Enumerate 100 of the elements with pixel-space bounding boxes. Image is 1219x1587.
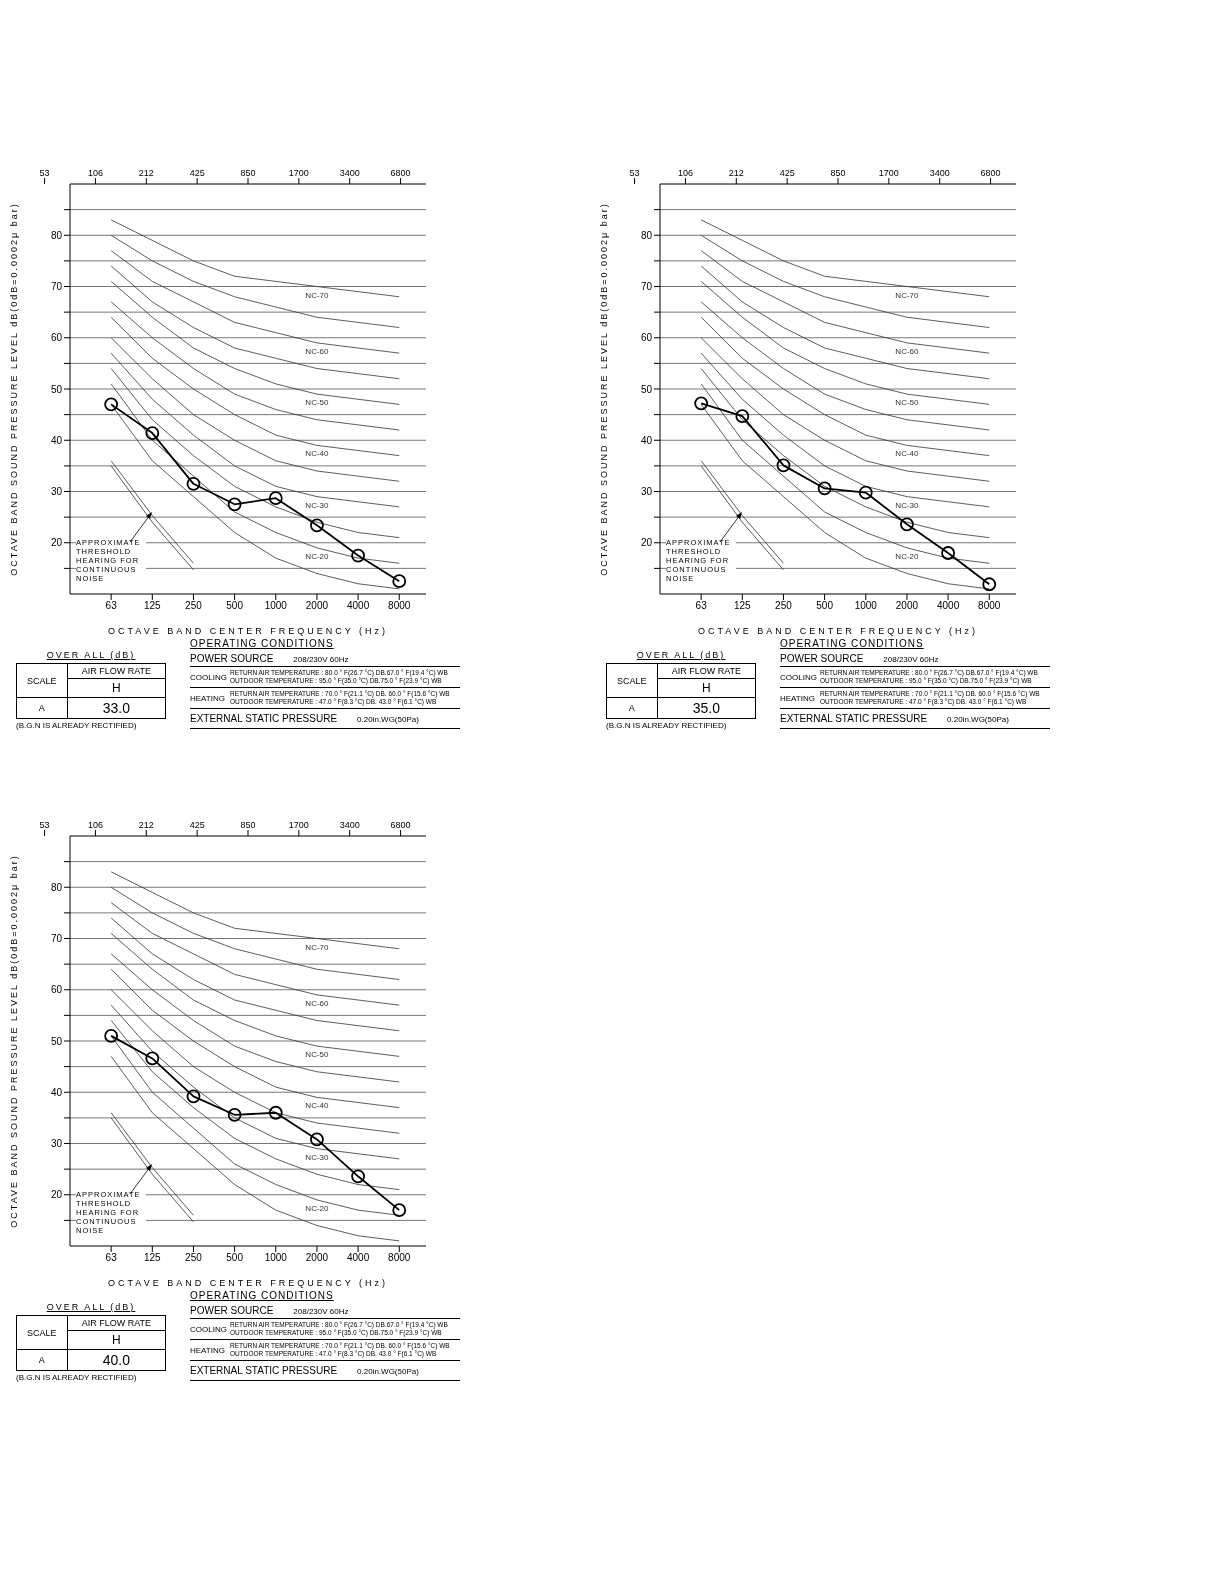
- x-tick-label: 63: [695, 600, 708, 612]
- text: OPERATING CONDITIONS: [780, 638, 925, 649]
- text: 40.0: [67, 1349, 166, 1371]
- line-series: [110, 301, 400, 431]
- series-label: NC-50: [305, 1050, 330, 1060]
- x-tick-label: 63: [105, 1252, 118, 1264]
- text: 53: [39, 820, 50, 830]
- line-series: [700, 352, 990, 508]
- series-label: NC-70: [305, 290, 330, 300]
- series-label: NC-30: [305, 1152, 330, 1162]
- series-label: NC-20: [895, 551, 920, 561]
- x-tick-label: 8000: [388, 1252, 411, 1264]
- text: 850: [240, 820, 256, 830]
- point: [694, 396, 709, 411]
- line-series: [700, 219, 990, 298]
- x-tick-label: 63: [105, 600, 118, 612]
- point: [351, 548, 365, 563]
- line-series: [700, 368, 990, 539]
- point: [227, 497, 242, 512]
- x-tick-label: 1000: [264, 600, 288, 612]
- series-label: NC-40: [895, 449, 920, 459]
- text: POWER SOURCE: [780, 653, 864, 664]
- line-series: [110, 316, 400, 457]
- point: [817, 481, 832, 496]
- series-label: NC-50: [895, 398, 920, 408]
- text: (B.G.N IS ALREADY RECTIFIED): [16, 1373, 138, 1382]
- x-tick-label: 8000: [388, 600, 411, 612]
- line-series: [110, 280, 400, 405]
- y-tick-label: 50: [640, 383, 653, 395]
- line-series: [110, 265, 400, 380]
- y-tick-label: 20: [50, 537, 63, 549]
- text: 212: [138, 168, 154, 178]
- y-axis-title: OCTAVE BAND SOUND PRESSURE LEVEL dB(0dB=0.0002μ bar): [9, 202, 20, 576]
- text: COOLING: [780, 672, 818, 682]
- x-tick-label: 500: [226, 600, 244, 612]
- point: [392, 574, 407, 589]
- y-tick-label: 30: [50, 486, 63, 498]
- y-tick-label: 80: [50, 881, 63, 893]
- x-tick-label: 2000: [305, 1252, 329, 1264]
- line-series: [110, 352, 400, 508]
- text: (B.G.N IS ALREADY RECTIFIED): [606, 721, 728, 730]
- text: POWER SOURCE: [190, 653, 274, 664]
- text: AIR FLOW RATE: [657, 663, 756, 679]
- text: H: [67, 1330, 166, 1350]
- text: 850: [240, 168, 256, 178]
- line-series: [700, 280, 990, 405]
- series-label: NC-40: [305, 1101, 330, 1111]
- line-series: [700, 337, 990, 482]
- line-series: [110, 234, 400, 328]
- text: 425: [189, 820, 205, 830]
- text: 1700: [878, 168, 899, 178]
- x-tick-label: 500: [816, 600, 834, 612]
- series-label: NC-30: [305, 500, 330, 510]
- text: 0.20in.WG(50Pa): [357, 1367, 419, 1376]
- text: 1700: [288, 168, 309, 178]
- line-series: [110, 932, 400, 1057]
- point: [104, 1028, 119, 1043]
- text: 33.0: [67, 697, 166, 719]
- text: COOLING: [190, 672, 228, 682]
- y-axis-title: OCTAVE BAND SOUND PRESSURE LEVEL dB(0dB=0.0002μ bar): [9, 854, 20, 1228]
- line-series: [700, 301, 990, 431]
- text: SCALE: [16, 663, 68, 698]
- text: HEATING: [190, 693, 226, 703]
- y-tick-label: 40: [50, 434, 63, 446]
- x-axis-title: OCTAVE BAND CENTER FREQUENCY (Hz): [107, 626, 389, 636]
- text: 106: [87, 820, 103, 830]
- point: [982, 577, 997, 592]
- text: A: [16, 1349, 68, 1371]
- series-label: NC-70: [305, 942, 330, 952]
- point: [268, 491, 283, 506]
- text: 53: [629, 168, 640, 178]
- y-tick-label: 60: [50, 984, 63, 996]
- text: 208/230V 60Hz: [883, 655, 939, 664]
- text: 3400: [339, 820, 360, 830]
- y-tick-label: 60: [640, 332, 653, 344]
- y-tick-label: 70: [640, 281, 653, 293]
- x-tick-label: 1000: [854, 600, 878, 612]
- line-series: [110, 1020, 400, 1191]
- line-series: [110, 886, 400, 980]
- line-series: [110, 902, 400, 1006]
- line-series: [110, 871, 400, 950]
- text: AIR FLOW RATE: [67, 663, 166, 679]
- y-tick-label: 70: [50, 281, 63, 293]
- y-tick-label: 80: [50, 229, 63, 241]
- point: [104, 397, 119, 412]
- text: 106: [677, 168, 693, 178]
- x-tick-label: 1000: [264, 1252, 288, 1264]
- line-series: [700, 234, 990, 328]
- y-tick-label: 30: [640, 486, 653, 498]
- y-tick-label: 60: [50, 332, 63, 344]
- series-label: NC-60: [305, 346, 330, 356]
- y-tick-label: 50: [50, 1035, 63, 1047]
- text: OPERATING CONDITIONS: [190, 1290, 335, 1301]
- text: 106: [87, 168, 103, 178]
- point: [310, 1132, 324, 1147]
- text: SCALE: [606, 663, 658, 698]
- x-tick-label: 125: [143, 1252, 162, 1264]
- x-tick-label: 125: [733, 600, 752, 612]
- y-tick-label: 70: [50, 933, 63, 945]
- text: 208/230V 60Hz: [293, 1307, 349, 1316]
